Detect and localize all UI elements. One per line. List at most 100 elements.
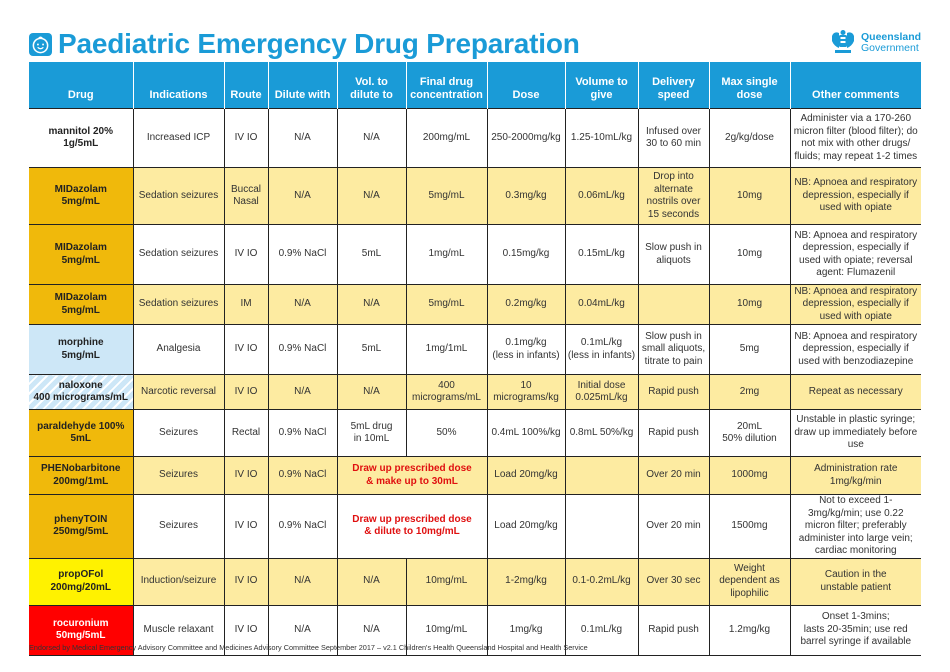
cell-drug: propOFol 200mg/20mL [29,557,134,606]
table-row: PHENobarbitone 200mg/1mL Seizures IV IO … [29,456,921,495]
cell-dose: 1mg/kg [486,604,566,656]
cell-indications: Increased ICP [132,108,225,168]
cell-delivery-speed: Infused over 30 to 60 min [637,108,710,168]
table-row: paraldehyde 100% 5mL Seizures Rectal 0.9… [29,409,921,457]
cell-volume-to-give [564,494,639,559]
cell-route: IV IO [223,324,269,375]
column-header-volume-to-give: Volume to give [564,62,639,109]
cell-route: IV IO [223,494,269,559]
cell-other-comments: NB: Apnoea and respiratory depression, e… [789,224,921,285]
cell-vol-to-dilute: N/A [336,167,407,225]
cell-volume-to-give [564,456,639,495]
drug-preparation-table: Drug Indications Route Dilute with Vol. … [29,62,921,656]
cell-route: IM [223,284,269,325]
logo-line-1: Queensland [861,31,922,43]
column-header-dose: Dose [486,62,566,109]
column-header-max-single-dose: Max single dose [708,62,791,109]
footer-endorsement: Endorsed by Medical Emergency Advisory C… [29,643,588,652]
cell-drug: naloxone 400 micrograms/mL [29,374,134,410]
cell-dose: 0.2mg/kg [486,284,566,325]
cell-delivery-speed: Over 20 min [637,456,710,495]
column-header-vol-to-dilute: Vol. to dilute to [336,62,407,109]
cell-dilute-with: N/A [267,284,338,325]
cell-vol-to-dilute: N/A [336,374,407,410]
cell-dilute-with: N/A [267,604,338,656]
cell-dose: 1-2mg/kg [486,557,566,606]
cell-indications: Seizures [132,456,225,495]
cell-other-comments: Onset 1-3mins; lasts 20-35min; use red b… [789,604,921,656]
column-header-delivery-speed: Delivery speed [637,62,710,109]
cell-indications: Sedation seizures [132,224,225,285]
cell-vol-to-dilute: 5mL drug in 10mL [336,409,407,457]
cell-route: IV IO [223,374,269,410]
cell-final-concentration: 5mg/mL [405,284,488,325]
cell-drug: morphine 5mg/mL [29,324,134,375]
cell-vol-to-dilute: 5mL [336,224,407,285]
table-row: rocuronium 50mg/5mL Muscle relaxant IV I… [29,604,921,656]
table-row: morphine 5mg/mL Analgesia IV IO 0.9% NaC… [29,324,921,375]
cell-dilute-with: 0.9% NaCl [267,224,338,285]
cell-dose: Load 20mg/kg [486,456,566,495]
cell-final-concentration: 400 micrograms/mL [405,374,488,410]
cell-dose: 0.3mg/kg [486,167,566,225]
cell-volume-to-give: 0.8mL 50%/kg [564,409,639,457]
cell-max-single-dose: 10mg [708,167,791,225]
cell-max-single-dose: 5mg [708,324,791,375]
cell-dose: 0.1mg/kg (less in infants) [486,324,566,375]
cell-delivery-speed: Drop into alternate nostrils over 15 sec… [637,167,710,225]
cell-max-single-dose: 2g/kg/dose [708,108,791,168]
table-row: phenyTOIN 250mg/5mL Seizures IV IO 0.9% … [29,494,921,559]
cell-route: IV IO [223,456,269,495]
column-header-indications: Indications [132,62,225,109]
table-row: propOFol 200mg/20mL Induction/seizure IV… [29,557,921,606]
cell-route: IV IO [223,224,269,285]
column-header-dilute-with: Dilute with [267,62,338,109]
cell-dose: 10 micrograms/kg [486,374,566,410]
cell-dose: 0.4mL 100%/kg [486,409,566,457]
cell-indications: Seizures [132,409,225,457]
cell-other-comments: NB: Apnoea and respiratory depression, e… [789,324,921,375]
cell-route: IV IO [223,604,269,656]
cell-drug: paraldehyde 100% 5mL [29,409,134,457]
cell-indications: Seizures [132,494,225,559]
cell-final-concentration: 5mg/mL [405,167,488,225]
cell-indications: Analgesia [132,324,225,375]
cell-delivery-speed: Rapid push [637,604,710,656]
cell-volume-to-give: 0.15mL/kg [564,224,639,285]
cell-max-single-dose: 2mg [708,374,791,410]
cell-final-concentration: 1mg/1mL [405,324,488,375]
cell-vol-to-dilute: N/A [336,604,407,656]
column-header-drug: Drug [29,62,134,109]
cell-other-comments: NB: Apnoea and respiratory depression, e… [789,167,921,225]
cell-volume-to-give: 0.04mL/kg [564,284,639,325]
cell-other-comments: Repeat as necessary [789,374,921,410]
cell-delivery-speed: Over 20 min [637,494,710,559]
table-header-row: Drug Indications Route Dilute with Vol. … [29,62,921,109]
cell-other-comments: NB: Apnoea and respiratory depression, e… [789,284,921,325]
cell-indications: Narcotic reversal [132,374,225,410]
cell-delivery-speed: Slow push in small aliquots, titrate to … [637,324,710,375]
cell-vol-to-dilute: 5mL [336,324,407,375]
cell-route: Buccal Nasal [223,167,269,225]
page-title: Paediatric Emergency Drug Preparation [58,28,580,59]
table-row: MIDazolam 5mg/mL Sedation seizures IV IO… [29,224,921,285]
queensland-government-logo: Queensland Government [828,28,921,58]
cell-other-comments: Not to exceed 1-3mg/kg/min; use 0.22 mic… [789,494,921,559]
cell-vol-to-dilute: N/A [336,108,407,168]
queensland-crest-icon [832,30,854,53]
cell-volume-to-give: 1.25-10mL/kg [564,108,639,168]
cell-indications: Sedation seizures [132,284,225,325]
cell-other-comments: Unstable in plastic syringe; draw up imm… [789,409,921,457]
cell-delivery-speed [637,284,710,325]
cell-final-concentration: 10mg/mL [405,604,488,656]
cell-preparation-instruction: Draw up prescribed dose & dilute to 10mg… [336,494,488,559]
table-row: MIDazolam 5mg/mL Sedation seizures IM N/… [29,284,921,325]
cell-vol-to-dilute: N/A [336,284,407,325]
baby-face-icon [29,32,52,56]
table-row: naloxone 400 micrograms/mL Narcotic reve… [29,374,921,410]
cell-final-concentration: 200mg/mL [405,108,488,168]
cell-indications: Muscle relaxant [132,604,225,656]
cell-max-single-dose: 10mg [708,284,791,325]
cell-final-concentration: 1mg/mL [405,224,488,285]
column-header-final-concentration: Final drug concentration [405,62,488,109]
